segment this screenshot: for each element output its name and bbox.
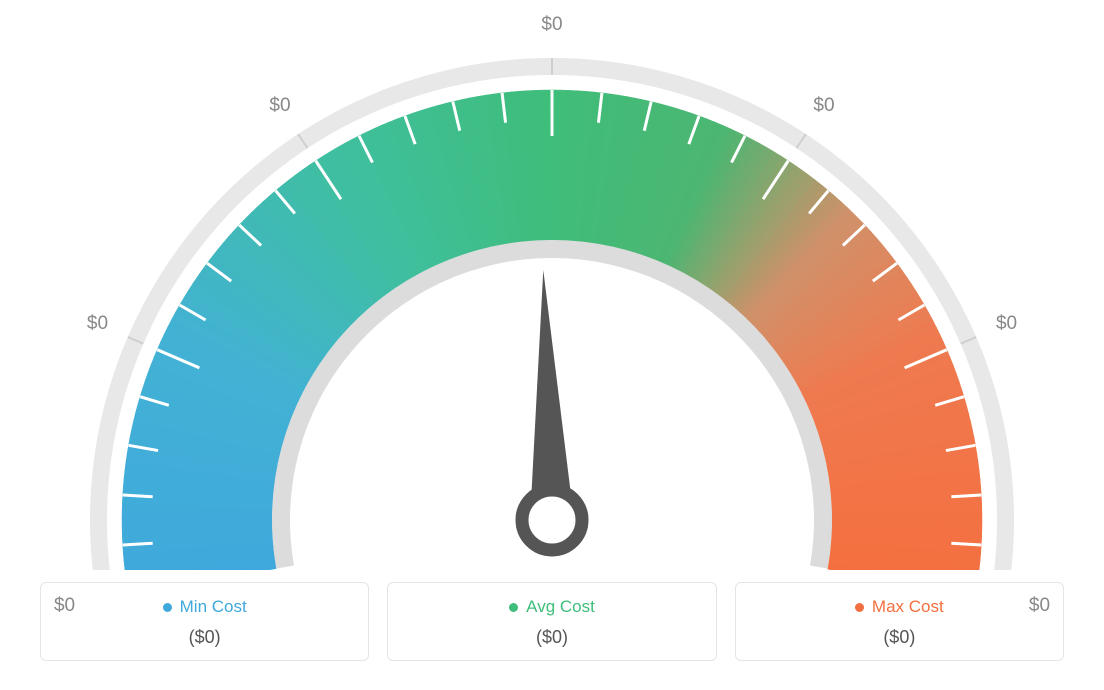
gauge-axis-label: $0 [996, 313, 1017, 335]
legend-title-min: Min Cost [163, 597, 247, 617]
gauge-axis-label: $0 [87, 313, 108, 335]
legend-label-avg: Avg Cost [526, 597, 595, 617]
legend-title-max: Max Cost [855, 597, 944, 617]
legend-value-min: ($0) [41, 627, 368, 648]
legend-dot-max [855, 603, 864, 612]
legend-row: Min Cost ($0) Avg Cost ($0) Max Cost ($0… [40, 582, 1064, 661]
gauge-axis-label: $0 [541, 14, 562, 36]
gauge-axis-label: $0 [269, 95, 290, 117]
legend-value-max: ($0) [736, 627, 1063, 648]
legend-label-min: Min Cost [180, 597, 247, 617]
legend-label-max: Max Cost [872, 597, 944, 617]
legend-card-max: Max Cost ($0) [735, 582, 1064, 661]
legend-title-avg: Avg Cost [509, 597, 595, 617]
legend-dot-min [163, 603, 172, 612]
legend-value-avg: ($0) [388, 627, 715, 648]
gauge-axis-label: $0 [813, 95, 834, 117]
legend-card-avg: Avg Cost ($0) [387, 582, 716, 661]
legend-dot-avg [509, 603, 518, 612]
gauge-svg [22, 10, 1082, 570]
gauge-chart: $0$0$0$0$0$0$0 [22, 10, 1082, 570]
legend-card-min: Min Cost ($0) [40, 582, 369, 661]
